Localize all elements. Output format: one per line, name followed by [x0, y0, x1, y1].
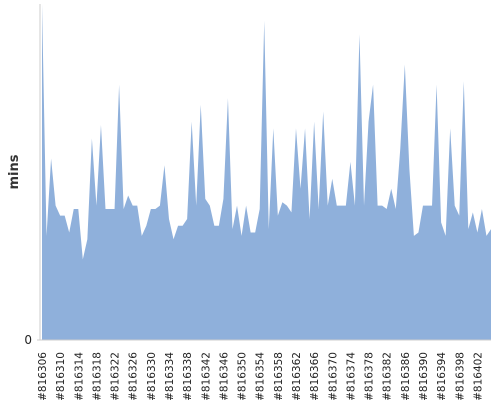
x-tick-label: #816334	[164, 352, 176, 400]
x-tick-label: #816318	[91, 352, 103, 400]
x-tick-label: #816398	[454, 352, 466, 400]
x-tick-label: #816306	[37, 352, 49, 400]
x-tick-label: #816386	[400, 352, 412, 400]
x-tick-label: #816346	[218, 352, 230, 400]
x-tick-label: #816366	[309, 352, 321, 400]
x-tick-label: #816394	[436, 352, 448, 400]
x-tick-label: #816350	[237, 352, 249, 400]
x-tick-label: #816322	[110, 352, 122, 400]
x-tick-label: #816358	[273, 352, 285, 400]
x-tick-label: #816382	[382, 352, 394, 400]
x-tick-label: #816326	[128, 352, 140, 400]
x-tick-label: #816402	[472, 352, 484, 400]
x-tick-label: #816390	[418, 352, 430, 400]
x-tick-label: #816370	[327, 352, 339, 400]
x-tick-label: #816310	[55, 352, 67, 400]
x-tick-label: #816354	[255, 352, 267, 400]
x-tick-label: #816330	[146, 352, 158, 400]
x-tick-label: #816338	[182, 352, 194, 400]
x-tick-label: #816378	[364, 352, 376, 400]
x-tick-label: #816374	[345, 352, 357, 400]
x-tick-label: #816342	[200, 352, 212, 400]
x-tick-label: #816362	[291, 352, 303, 400]
x-tick-label: #816314	[73, 352, 85, 400]
area	[42, 4, 491, 340]
y-tick-label: 0	[24, 333, 32, 347]
y-axis-label: mins	[7, 154, 22, 189]
